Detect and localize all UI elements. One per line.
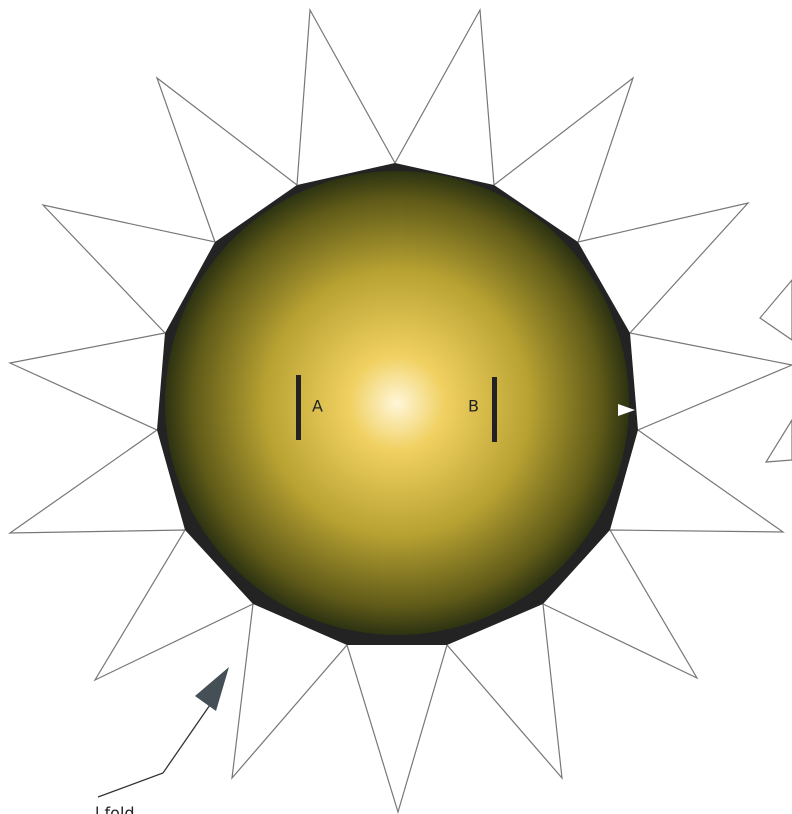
white-pointer — [618, 404, 635, 416]
callout-line — [97, 701, 213, 798]
callout-label: l fold — [95, 804, 135, 814]
marker-b — [492, 377, 497, 442]
right-partial-shape — [759, 279, 792, 341]
right-partial-shape — [764, 418, 792, 463]
label-b: B — [468, 397, 479, 416]
marker-a — [296, 375, 301, 440]
callout-arrowhead — [195, 667, 229, 711]
sun-disc — [165, 171, 629, 635]
label-a: A — [312, 397, 323, 416]
